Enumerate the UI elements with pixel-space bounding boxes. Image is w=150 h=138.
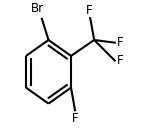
Text: F: F: [72, 112, 79, 125]
Text: Br: Br: [31, 2, 45, 15]
Text: F: F: [86, 4, 93, 17]
Text: F: F: [117, 36, 123, 49]
Text: F: F: [117, 54, 123, 67]
